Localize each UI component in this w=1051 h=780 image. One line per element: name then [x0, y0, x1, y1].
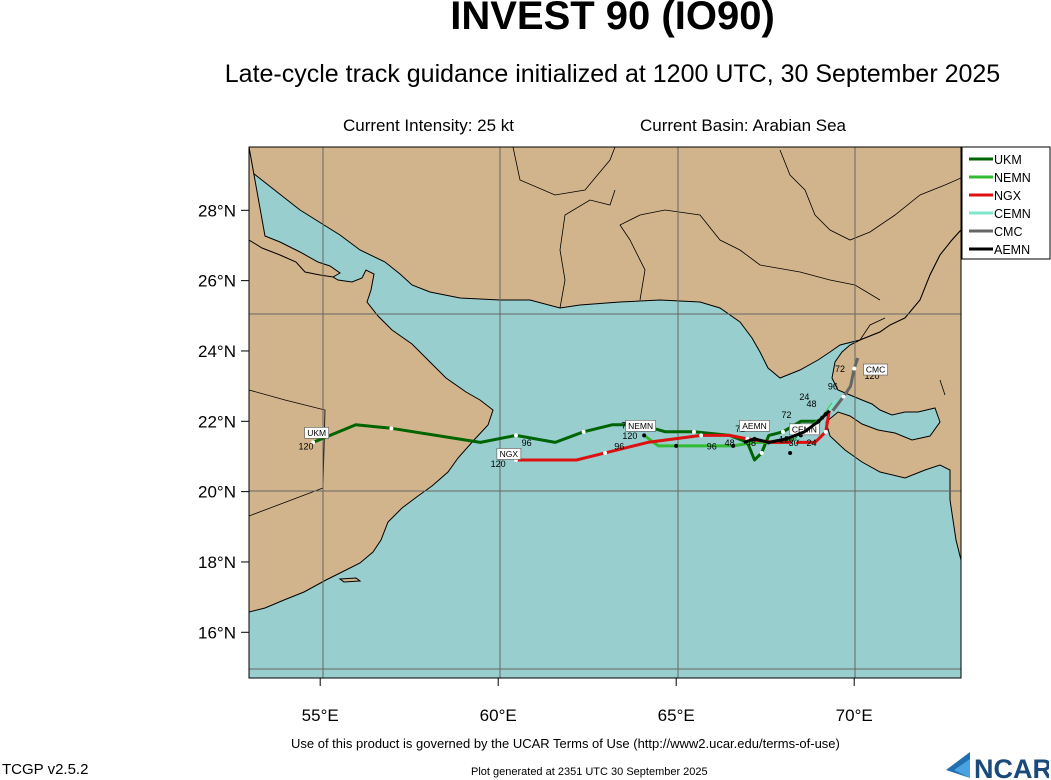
- land-india: [825, 229, 961, 561]
- track-point: [674, 443, 679, 448]
- track-point: [389, 426, 394, 431]
- track-label-box: [739, 420, 770, 432]
- page-title: INVEST 90 (IO90): [450, 0, 775, 38]
- borders: [249, 147, 961, 517]
- lon-tick-label: 65°E: [658, 706, 695, 725]
- track-point: [788, 450, 793, 455]
- track-point: [852, 366, 857, 371]
- tau-label: 96: [828, 382, 838, 392]
- lat-tick-label: 22°N: [198, 412, 236, 431]
- tau-label: 72: [835, 364, 845, 374]
- terms-of-use: Use of this product is governed by the U…: [291, 736, 840, 751]
- ncar-logo: NCAR: [946, 752, 1049, 780]
- tau-label: 120: [622, 431, 637, 441]
- track-label-cemn: CEMN: [792, 424, 817, 434]
- lat-tick-label: 24°N: [198, 342, 236, 361]
- current-intensity: Current Intensity: 25 kt: [343, 116, 515, 135]
- track-point: [581, 429, 586, 434]
- longitude-axis: 55°E 60°E 65°E 70°E: [302, 678, 873, 725]
- track-point: [731, 443, 736, 448]
- track-label-box: [863, 363, 888, 376]
- track-label-cmc: CMC: [866, 365, 885, 375]
- map-area: 96120UKM7212096NEMN1209672NGX120CEMN7296…: [249, 147, 961, 678]
- track-label-aemn: AEMN: [742, 421, 767, 431]
- tau-label: 30: [789, 438, 799, 448]
- generated-timestamp: Plot generated at 2351 UTC 30 September …: [471, 766, 708, 778]
- lat-tick-label: 26°N: [198, 272, 236, 291]
- legend-entry-ukm: UKM: [994, 153, 1022, 167]
- lat-tick-label: 28°N: [198, 201, 236, 220]
- gridlines: [249, 147, 961, 678]
- track-label-ukm: UKM: [307, 428, 326, 438]
- track-line-ukm: [312, 409, 831, 462]
- track-line-cmc: [831, 357, 860, 412]
- track-point: [841, 394, 846, 399]
- track-point: [699, 433, 704, 438]
- track-point: [642, 433, 647, 438]
- plot-border: [248, 146, 962, 679]
- track-point: [816, 419, 821, 424]
- tau-label: 24: [806, 438, 816, 448]
- track-label-box: [304, 427, 329, 439]
- track-point: [311, 440, 316, 445]
- track-point: [823, 429, 828, 434]
- ncar-logo-text: NCAR: [974, 754, 1049, 780]
- legend: UKM NEMN NGX CEMN CMC AEMN: [961, 146, 1051, 260]
- land-island: [338, 577, 362, 583]
- track-label-ngx: NGX: [500, 449, 519, 459]
- track-label-nemn: NEMN: [628, 421, 653, 431]
- model-tracks: 96120UKM7212096NEMN1209672NGX120CEMN7296…: [298, 357, 888, 469]
- legend-entry-aemn: AEMN: [994, 243, 1030, 257]
- track-label-box: [496, 448, 522, 460]
- track-point: [781, 429, 785, 434]
- track-label-box: [625, 420, 656, 432]
- lon-tick-label: 70°E: [836, 706, 873, 725]
- track-point: [752, 436, 757, 441]
- tau-label: 48: [725, 438, 735, 448]
- legend-entry-nemn: NEMN: [994, 171, 1031, 185]
- latitude-axis: 16°N 18°N 20°N 22°N 24°N 26°N 28°N: [198, 201, 249, 642]
- tau-label: 120: [491, 459, 506, 469]
- legend-entry-cmc: CMC: [994, 225, 1022, 239]
- legend-entry-ngx: NGX: [994, 189, 1022, 203]
- tau-label: 120: [864, 371, 879, 381]
- track-label-box: [789, 423, 820, 436]
- track-point: [692, 429, 696, 434]
- tau-label: 48: [746, 438, 756, 448]
- tau-label: 96: [707, 441, 717, 451]
- page-subtitle: Late-cycle track guidance initialized at…: [224, 60, 1001, 88]
- tau-label: 96: [614, 441, 624, 451]
- version-label: TCGP v2.5.2: [2, 761, 89, 778]
- tau-label: 72: [782, 410, 792, 420]
- tau-label: 48: [806, 399, 816, 409]
- lat-tick-label: 20°N: [198, 483, 236, 502]
- land-gulf-coast: [249, 147, 341, 278]
- tau-label: 96: [522, 438, 532, 448]
- track-point: [603, 450, 607, 455]
- lon-tick-label: 55°E: [302, 706, 339, 725]
- tau-label: 120: [298, 441, 313, 451]
- current-basin: Current Basin: Arabian Sea: [640, 116, 847, 135]
- track-line-ngx: [516, 410, 831, 462]
- track-point: [759, 450, 764, 455]
- legend-entry-cemn: CEMN: [994, 207, 1031, 221]
- legend-box: [961, 146, 1051, 260]
- lat-tick-label: 16°N: [198, 623, 236, 642]
- tau-label: 24: [799, 392, 809, 402]
- lat-tick-label: 18°N: [198, 553, 236, 572]
- track-point: [514, 433, 518, 438]
- track-point: [784, 436, 789, 441]
- lon-tick-label: 60°E: [480, 706, 517, 725]
